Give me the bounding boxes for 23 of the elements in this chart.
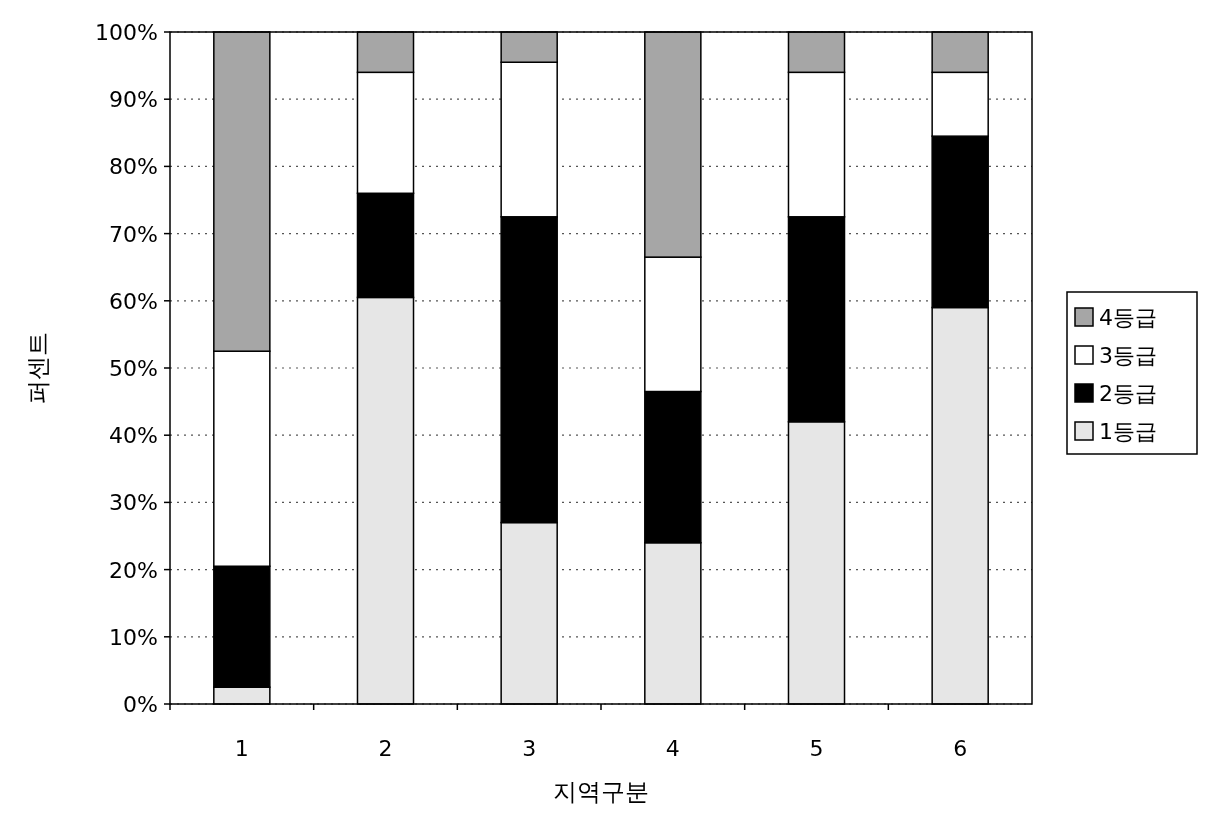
y-tick-label: 80% (109, 154, 158, 180)
legend-label: 2등급 (1099, 381, 1157, 406)
x-axis-title: 지역구분 (553, 778, 649, 806)
x-tick-label: 1 (234, 736, 249, 761)
legend-label: 1등급 (1099, 419, 1157, 444)
y-tick-label: 100% (95, 20, 158, 45)
y-tick-label: 70% (109, 221, 158, 247)
y-tick-label: 60% (109, 288, 158, 314)
x-tick-label: 6 (953, 736, 968, 761)
x-tick-label: 2 (378, 736, 393, 761)
legend-label: 4등급 (1099, 305, 1157, 330)
y-tick-label: 40% (109, 423, 158, 449)
x-tick-label: 3 (522, 736, 537, 761)
legend-label: 3등급 (1099, 343, 1157, 368)
y-tick-label: 20% (109, 557, 158, 583)
x-tick-label: 4 (665, 736, 680, 761)
y-axis-title: 퍼센트 (24, 332, 52, 404)
y-tick-label: 50% (109, 356, 158, 381)
y-tick-label: 10% (109, 624, 158, 650)
y-tick-label: 90% (109, 87, 158, 113)
y-tick-label: 30% (109, 490, 158, 516)
x-tick-label: 5 (809, 736, 824, 761)
y-tick-label: 0% (123, 692, 158, 717)
